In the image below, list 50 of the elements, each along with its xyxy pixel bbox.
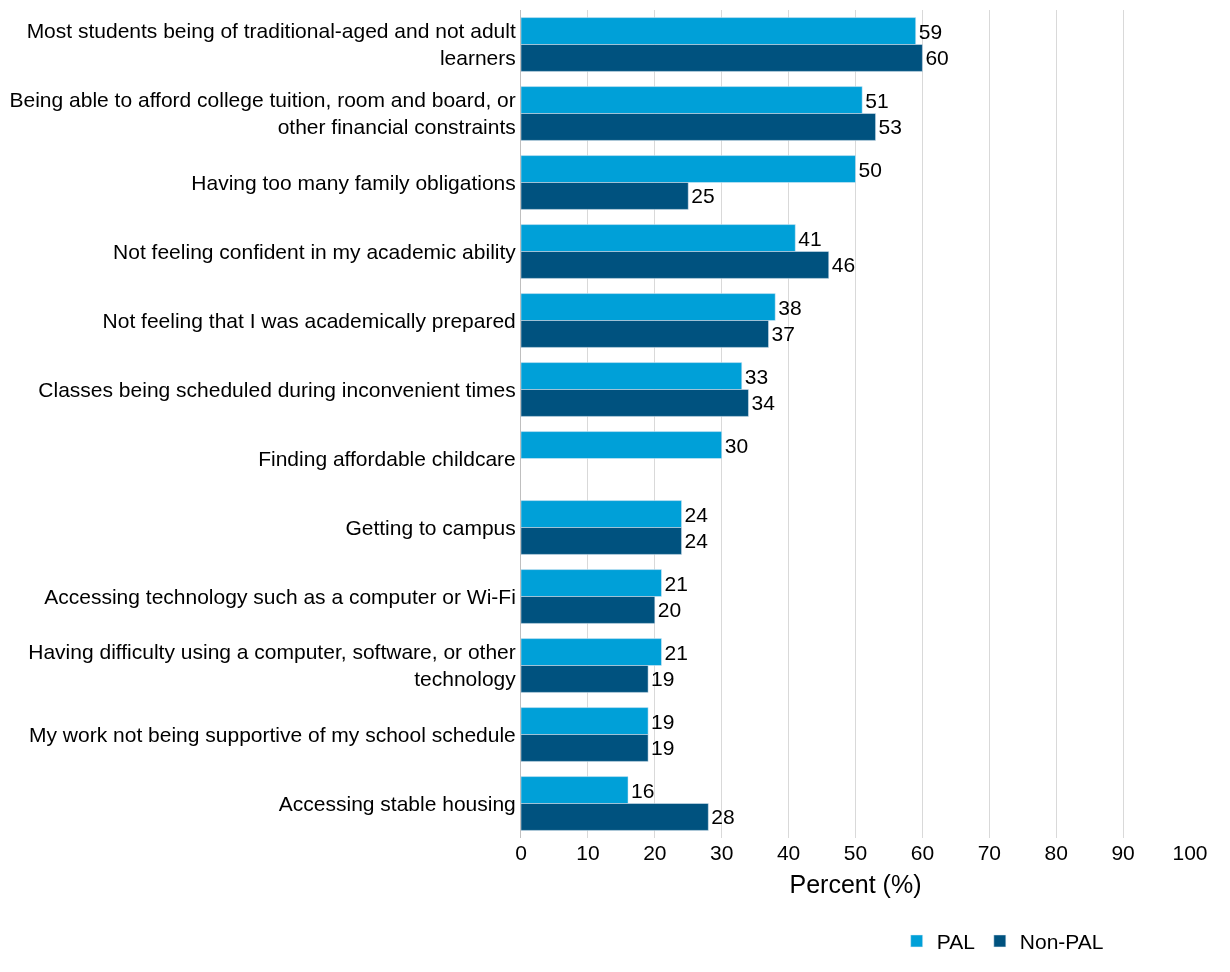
bar xyxy=(521,431,722,459)
data-label: 51 xyxy=(865,88,889,112)
data-label: 60 xyxy=(925,46,949,70)
data-label: 25 xyxy=(691,184,715,208)
x-tick-label: 30 xyxy=(710,841,734,864)
x-tick-label: 0 xyxy=(515,841,527,864)
data-label: 24 xyxy=(684,529,709,553)
x-tick-label: 70 xyxy=(977,841,1001,864)
data-label: 37 xyxy=(771,322,795,346)
x-tick-label: 20 xyxy=(643,841,667,864)
y-tick-label: Being able to afford college tuition, room and board, or other financial constraints xyxy=(9,88,516,139)
x-tick-label: 50 xyxy=(843,841,868,864)
y-tick-label: Having difficulty using a computer, software, or other technology xyxy=(28,640,517,691)
data-label: 50 xyxy=(858,157,882,181)
data-label: 16 xyxy=(631,778,655,802)
y-tick-label: Getting to campus xyxy=(345,515,516,539)
data-label: 20 xyxy=(657,598,682,622)
x-tick-label: 90 xyxy=(1111,841,1135,864)
data-label: 46 xyxy=(831,253,856,277)
x-axis-title: Percent (%) xyxy=(789,870,922,898)
x-tick-label: 60 xyxy=(910,841,935,864)
y-tick-label: My work not being supportive of my school schedule xyxy=(29,722,516,746)
x-tick-label: 80 xyxy=(1044,841,1068,864)
data-label: 28 xyxy=(711,805,735,829)
data-label: 33 xyxy=(744,364,769,388)
y-tick-label: Most students being of traditional-aged and not adult learners xyxy=(26,19,516,70)
y-tick-label: Not feeling confident in my academic ability xyxy=(113,239,517,263)
x-tick-label: 100 xyxy=(1172,841,1208,864)
y-tick-label: Finding affordable childcare xyxy=(258,446,516,470)
y-tick-label: Having too many family obligations xyxy=(191,170,516,194)
data-label: 53 xyxy=(878,115,902,139)
y-tick-label: Accessing technology such as a computer or Wi-Fi xyxy=(44,584,516,608)
data-label: 30 xyxy=(724,433,749,457)
data-label: 41 xyxy=(798,226,822,250)
x-tick-label: 40 xyxy=(776,841,801,864)
y-tick-label: Accessing stable housing xyxy=(278,791,516,815)
legend-label: PAL xyxy=(936,930,975,954)
x-tick-label: 10 xyxy=(576,841,600,864)
data-label: 19 xyxy=(651,667,675,691)
data-label: 19 xyxy=(651,736,675,760)
data-label: 19 xyxy=(651,709,675,733)
data-label: 21 xyxy=(664,640,688,664)
data-label: 34 xyxy=(751,391,776,415)
data-label: 38 xyxy=(778,295,802,319)
legend-label: Non-PAL xyxy=(1019,930,1104,954)
data-label: 59 xyxy=(918,19,943,43)
data-label: 21 xyxy=(664,571,688,595)
y-tick-label: Classes being scheduled during inconvenient times xyxy=(38,377,516,401)
y-tick-label: Not feeling that I was academically prepared xyxy=(102,308,516,332)
data-label: 24 xyxy=(684,502,709,526)
